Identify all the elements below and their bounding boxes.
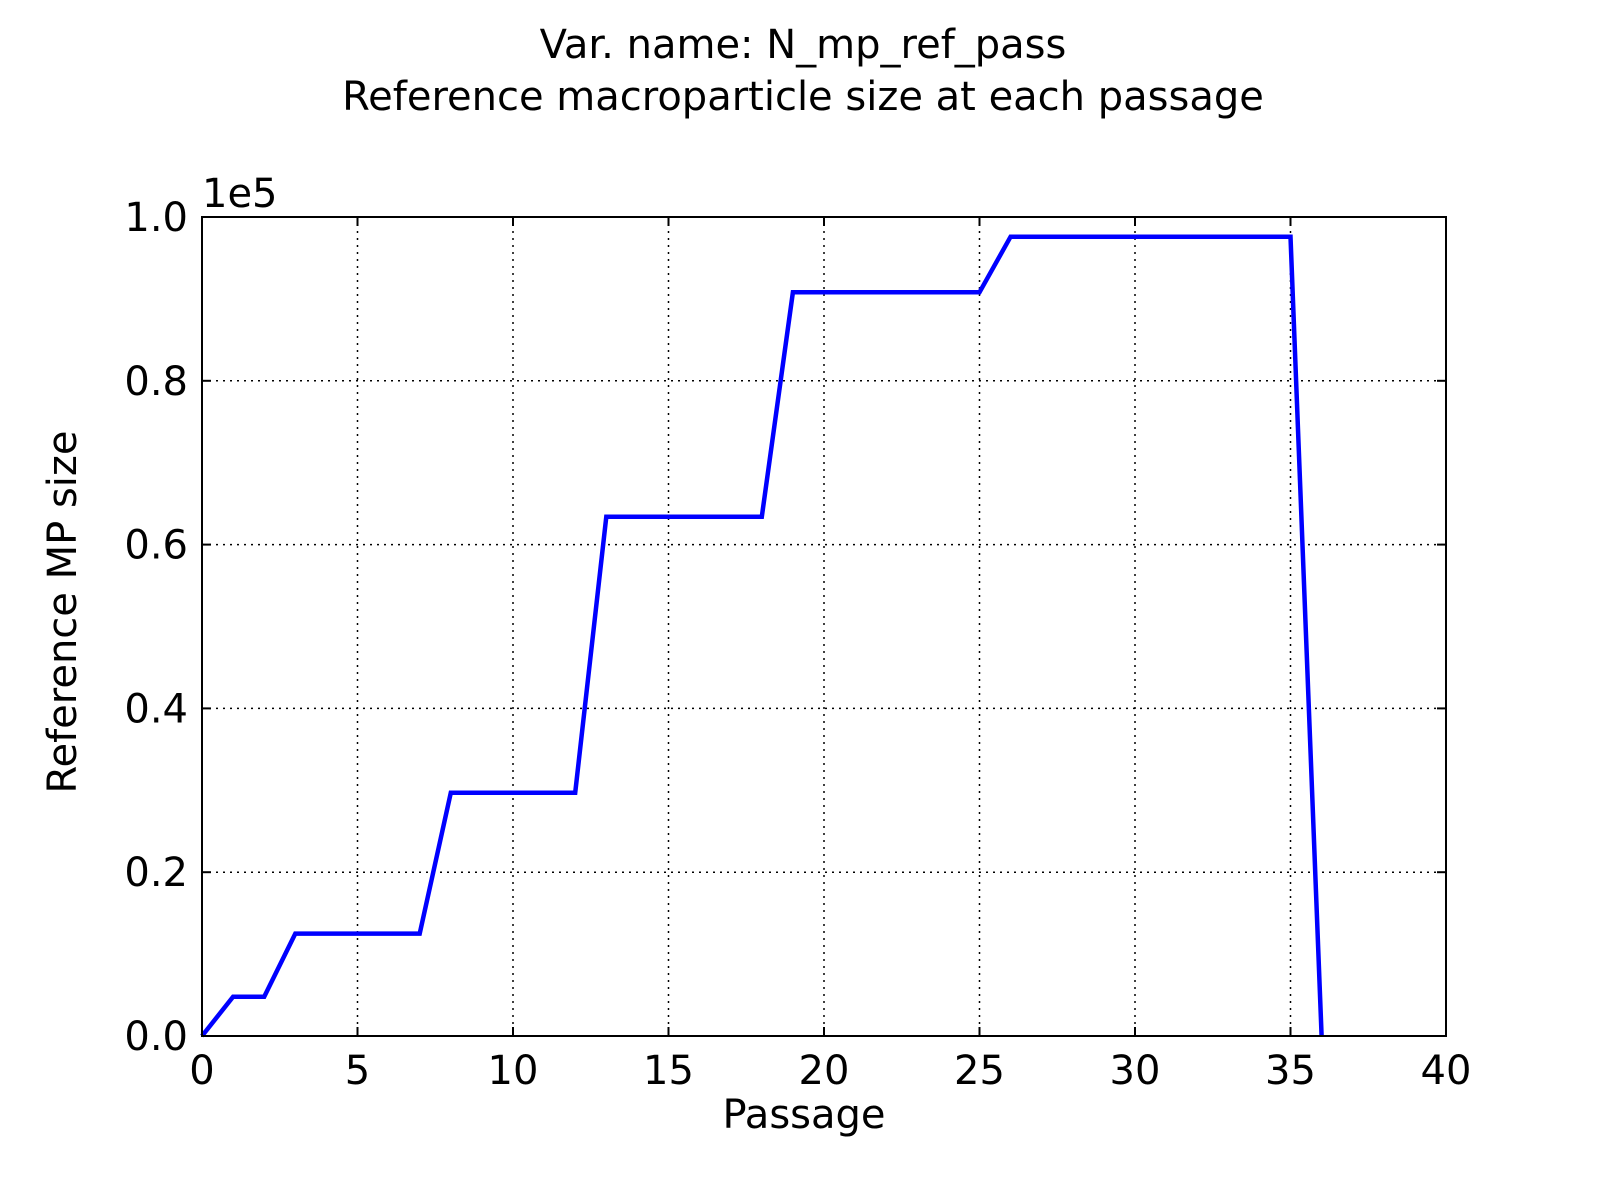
x-tick-label: 20 [799, 1048, 850, 1094]
chart-title-line1: Var. name: N_mp_ref_pass [540, 22, 1067, 68]
x-tick-label: 25 [954, 1048, 1005, 1094]
x-tick-label: 5 [345, 1048, 370, 1094]
y-tick-label: 1.0 [124, 195, 188, 241]
y-tick-label: 0.4 [124, 686, 188, 732]
series-group [200, 234, 1324, 1038]
x-tick-label: 30 [1110, 1048, 1161, 1094]
x-axis-label: Passage [722, 1092, 885, 1138]
y-tick-label: 0.8 [124, 359, 188, 405]
y-tick-label: 0.6 [124, 523, 188, 569]
y-offset-label: 1e5 [202, 171, 278, 217]
x-tick-label: 40 [1421, 1048, 1472, 1094]
y-tick-label: 0.0 [124, 1014, 188, 1060]
series-line [200, 234, 1324, 1038]
x-tick-label: 10 [488, 1048, 539, 1094]
x-ticks: 0 5 10 15 20 25 30 35 40 [189, 217, 1471, 1094]
chart-title-line2: Reference macroparticle size at each pas… [342, 74, 1264, 120]
plot-frame [201, 216, 1447, 1037]
y-ticks: 0.0 0.2 0.4 0.6 0.8 1.0 [124, 195, 1446, 1060]
x-tick-label: 15 [643, 1048, 694, 1094]
x-tick-label: 35 [1265, 1048, 1316, 1094]
y-tick-label: 0.2 [124, 850, 188, 896]
x-tick-label: 0 [189, 1048, 214, 1094]
grid-lines [202, 217, 1446, 1036]
y-axis-label: Reference MP size [40, 430, 86, 793]
